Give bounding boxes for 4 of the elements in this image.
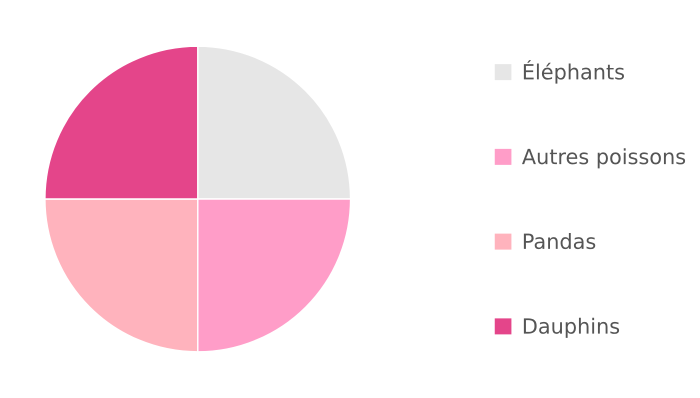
legend-label: Éléphants [524, 60, 624, 84]
legend-label: Autres poissons [522, 148, 686, 168]
legend-label: Dauphins [524, 318, 620, 338]
legend-label: Pandas [524, 233, 596, 250]
